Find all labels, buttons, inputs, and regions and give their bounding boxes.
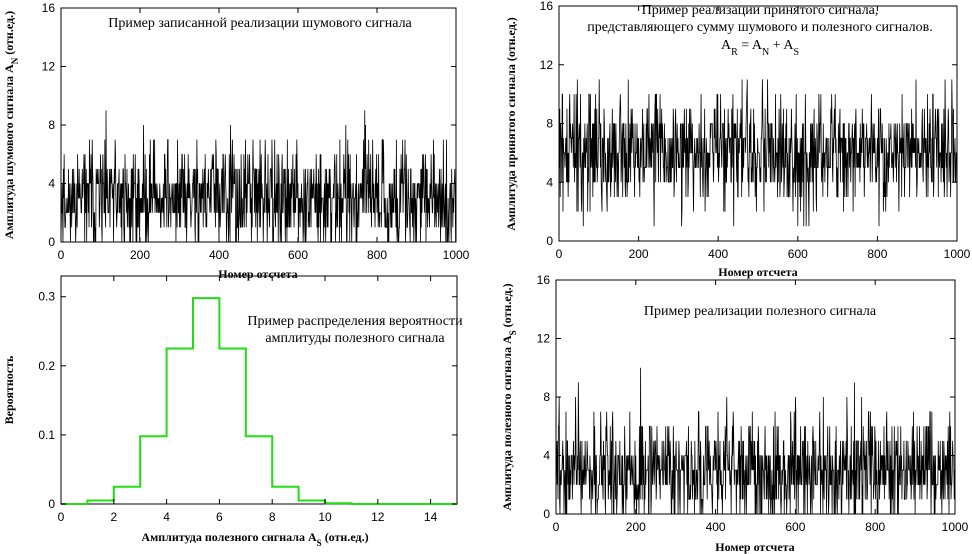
received-chart-title-line-1: Пример реализации принятого сигнала, <box>642 3 879 18</box>
useful-x-axis-label: Номер отсчета <box>715 540 794 554</box>
noise-x-tick-label: 1000 <box>443 248 470 262</box>
noise-y-tick-label: 4 <box>48 177 55 191</box>
received-x-axis-label: Номер отсчета <box>718 265 797 279</box>
distribution-x-tick-label: 10 <box>318 510 332 524</box>
distribution-y-tick-label: 0.1 <box>38 428 55 442</box>
distribution-x-tick-label: 2 <box>110 510 117 524</box>
useful-signal-line <box>555 367 955 515</box>
useful-x-tick-label: 0 <box>553 520 560 534</box>
noise-x-tick-label: 600 <box>288 248 308 262</box>
received-y-axis-label: Амплитуда принятого сигнала (отн.ед.) <box>504 17 518 231</box>
received-y-tick-label: 16 <box>540 0 554 13</box>
useful-chart-title: Пример реализации полезного сигнала <box>644 304 877 319</box>
distribution-chart-title-line-1: Пример распределения вероятности <box>247 314 463 329</box>
received-x-tick-label: 0 <box>556 247 563 261</box>
useful-y-tick-label: 12 <box>537 332 551 346</box>
distribution-x-tick-label: 6 <box>216 510 223 524</box>
received-y-tick-label: 0 <box>546 234 553 248</box>
received-chart: 0 4 8 12 16 0 200 400 600 800 1000 Пример реализа… <box>504 0 971 279</box>
distribution-x-axis-label: Амплитуда полезного сигнала AS (отн.ед.) <box>141 530 368 548</box>
noise-y-tick-label: 8 <box>48 118 55 132</box>
useful-y-axis-label: Амплитуда полезного сигнала AS (отн.ед.) <box>500 283 518 510</box>
noise-x-tick-label: 800 <box>367 248 387 262</box>
received-x-tick-label: 1000 <box>944 247 971 261</box>
noise-signal-line <box>60 110 457 243</box>
received-chart-title-line-2: представляющего сумму шумового и полезно… <box>587 20 932 35</box>
useful-y-axis: 0 4 8 12 16 <box>537 273 955 521</box>
useful-x-axis: 0 200 400 600 800 1000 <box>553 280 969 534</box>
distribution-y-axis: 0 0.1 0.2 0.3 <box>38 290 457 511</box>
distribution-x-tick-label: 4 <box>163 510 170 524</box>
received-x-tick-label: 600 <box>788 247 808 261</box>
noise-chart: 0 4 8 12 16 0 200 400 600 800 1000 Пример записан… <box>2 1 470 281</box>
useful-chart: 0 4 8 12 16 0 200 400 600 800 1000 Пример реализа… <box>500 273 969 554</box>
useful-y-tick-label: 8 <box>543 390 550 404</box>
received-signal-line <box>558 79 957 227</box>
received-y-tick-label: 4 <box>546 175 553 189</box>
distribution-x-tick-label: 0 <box>58 510 65 524</box>
noise-x-tick-label: 0 <box>58 248 65 262</box>
noise-chart-title: Пример записанной реализации шумового си… <box>108 16 412 31</box>
probability-distribution-line <box>61 297 457 505</box>
received-x-axis: 0 200 400 600 800 1000 <box>556 6 971 261</box>
distribution-x-axis: 0 2 4 6 8 10 12 14 <box>58 276 438 524</box>
noise-x-tick-label: 400 <box>209 248 229 262</box>
useful-x-tick-label: 200 <box>626 520 646 534</box>
distribution-plot-frame <box>60 275 458 505</box>
useful-y-tick-label: 0 <box>543 507 550 521</box>
useful-x-tick-label: 1000 <box>942 520 969 534</box>
received-y-tick-label: 8 <box>546 117 553 131</box>
distribution-y-tick-label: 0.3 <box>38 290 55 304</box>
received-x-tick-label: 400 <box>708 247 728 261</box>
distribution-y-tick-label: 0.2 <box>38 359 55 373</box>
noise-y-tick-label: 0 <box>48 235 55 249</box>
noise-y-tick-label: 12 <box>42 60 56 74</box>
noise-y-tick-label: 16 <box>42 1 56 15</box>
noise-x-axis-label: Номер отсчета <box>218 267 297 281</box>
received-chart-formula: AR = AN + AS <box>721 38 799 58</box>
distribution-y-axis-label: Вероятность <box>2 355 16 424</box>
useful-y-tick-label: 4 <box>543 449 550 463</box>
useful-x-tick-label: 800 <box>865 520 885 534</box>
useful-x-tick-label: 400 <box>706 520 726 534</box>
noise-y-axis-label: Амплитуда шумового сигнала AN (отн.ед.) <box>2 11 20 239</box>
noise-x-axis: 0 200 400 600 800 1000 <box>58 8 470 262</box>
noise-x-tick-label: 200 <box>130 248 150 262</box>
received-x-tick-label: 800 <box>867 247 887 261</box>
distribution-x-tick-label: 14 <box>424 510 438 524</box>
received-x-tick-label: 200 <box>629 247 649 261</box>
distribution-x-tick-label: 12 <box>371 510 385 524</box>
useful-x-tick-label: 600 <box>785 520 805 534</box>
distribution-chart-title-line-2: амплитуды полезного сигнала <box>265 331 445 346</box>
noise-y-axis: 0 4 8 12 16 <box>42 1 456 249</box>
distribution-y-tick-label: 0 <box>48 497 55 511</box>
distribution-x-tick-label: 8 <box>269 510 276 524</box>
received-y-axis: 0 4 8 12 16 <box>540 0 957 248</box>
useful-y-tick-label: 16 <box>537 273 551 287</box>
received-y-tick-label: 12 <box>540 58 554 72</box>
distribution-chart: 0 0.1 0.2 0.3 0 2 4 6 8 10 12 14 Пример распределе… <box>2 275 463 548</box>
